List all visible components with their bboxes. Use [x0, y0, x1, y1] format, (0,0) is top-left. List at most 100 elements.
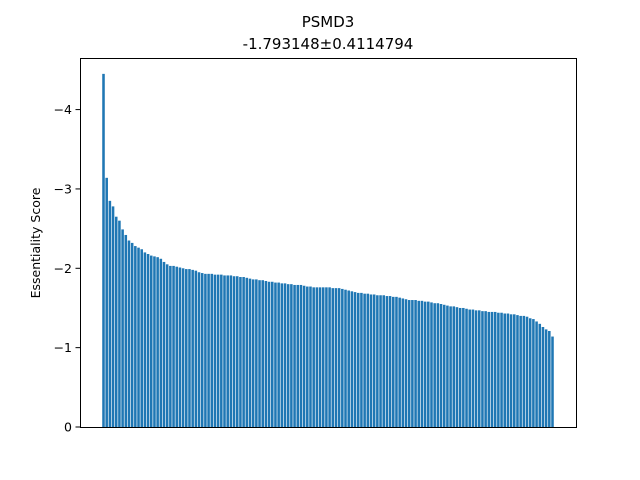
bar — [347, 290, 350, 427]
bar — [302, 285, 306, 427]
bar — [121, 229, 124, 427]
bar — [261, 280, 264, 427]
bar — [274, 282, 277, 427]
bar — [516, 315, 519, 427]
bar — [430, 302, 433, 427]
bar — [395, 296, 398, 427]
bar — [312, 287, 315, 427]
bar — [376, 295, 379, 427]
bar — [471, 309, 475, 427]
bar — [248, 278, 252, 427]
bar — [267, 281, 271, 427]
bar — [245, 277, 249, 427]
bar — [207, 273, 210, 427]
bar — [427, 301, 430, 427]
bar — [162, 261, 166, 427]
bar — [105, 177, 108, 427]
bar — [328, 287, 331, 427]
bar — [255, 279, 258, 427]
plot-frame — [80, 58, 577, 428]
bar — [439, 304, 443, 427]
bars-group — [102, 73, 554, 428]
bar — [385, 296, 389, 427]
bar — [258, 280, 261, 427]
chart-subtitle: -1.793148±0.4114794 — [243, 35, 414, 53]
bar — [220, 274, 223, 427]
bar — [401, 298, 405, 427]
bar — [165, 264, 169, 427]
bar — [363, 293, 366, 427]
bar — [551, 336, 554, 427]
bar — [458, 307, 462, 427]
bar — [423, 301, 427, 427]
bar — [185, 269, 188, 427]
bar — [493, 311, 497, 427]
bar — [108, 200, 112, 427]
bar — [372, 294, 376, 427]
bar — [149, 255, 153, 427]
y-tick-label: −1 — [54, 340, 72, 355]
bar — [506, 313, 510, 427]
bar — [223, 275, 226, 427]
bar — [277, 282, 280, 427]
bar — [235, 276, 239, 427]
bar — [188, 269, 191, 427]
y-tick-label: −3 — [54, 181, 72, 196]
bar — [293, 284, 296, 427]
bar — [325, 287, 328, 427]
bar — [436, 303, 440, 427]
bar — [337, 288, 341, 427]
y-tick-label: 0 — [64, 420, 72, 435]
bar — [532, 319, 535, 427]
bar — [366, 293, 370, 427]
bar — [318, 287, 322, 427]
y-ticks-group: 0 −1 −2 −3 −4 — [54, 102, 80, 435]
bar — [388, 296, 392, 427]
bar — [210, 273, 214, 427]
bar — [299, 284, 303, 427]
bar — [146, 254, 150, 427]
bar — [452, 306, 456, 427]
bar — [130, 242, 134, 427]
bar — [137, 247, 140, 427]
bar — [535, 321, 538, 427]
bar — [172, 265, 175, 427]
bar — [280, 283, 284, 427]
bar — [114, 216, 118, 427]
bar — [118, 220, 121, 427]
bar — [468, 309, 471, 427]
bar — [541, 327, 545, 427]
bar — [309, 286, 312, 427]
bar — [522, 315, 526, 427]
bar — [433, 303, 436, 427]
bar — [290, 284, 293, 427]
bar — [341, 288, 344, 427]
bar — [382, 295, 385, 427]
bar — [513, 314, 516, 427]
bar — [194, 270, 198, 427]
bar — [283, 283, 287, 427]
bar — [509, 314, 513, 427]
bar — [334, 288, 338, 427]
bar — [229, 275, 233, 427]
bar — [407, 300, 411, 427]
chart-title: PSMD3 — [302, 13, 355, 31]
bar — [398, 297, 401, 427]
bar — [134, 246, 137, 427]
bar — [204, 273, 207, 427]
bar — [143, 252, 147, 427]
bar — [102, 73, 105, 428]
bar — [306, 286, 309, 427]
bar — [286, 284, 290, 427]
bar — [315, 287, 319, 427]
bar — [271, 281, 274, 427]
bar — [156, 257, 159, 427]
bar — [392, 296, 395, 427]
bar — [548, 330, 551, 427]
bar — [474, 310, 478, 427]
bar — [544, 329, 548, 427]
bar — [242, 277, 245, 427]
bar — [449, 306, 452, 427]
bar — [369, 294, 373, 427]
